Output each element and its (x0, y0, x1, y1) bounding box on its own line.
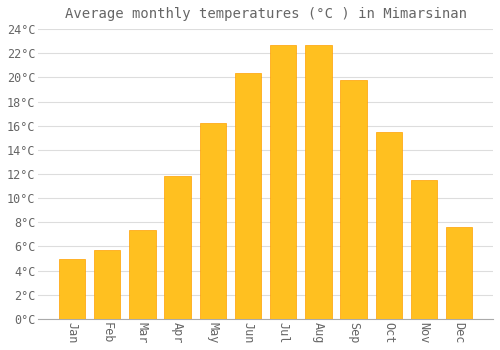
Title: Average monthly temperatures (°C ) in Mimarsinan: Average monthly temperatures (°C ) in Mi… (64, 7, 466, 21)
Bar (94, 250, 120, 319)
Bar (130, 230, 156, 319)
Bar (446, 227, 472, 319)
Bar (164, 176, 191, 319)
Bar (305, 45, 332, 319)
Bar (235, 72, 261, 319)
Bar (376, 132, 402, 319)
Bar (59, 259, 86, 319)
Bar (411, 180, 437, 319)
Bar (200, 123, 226, 319)
Bar (340, 80, 367, 319)
Bar (270, 45, 296, 319)
